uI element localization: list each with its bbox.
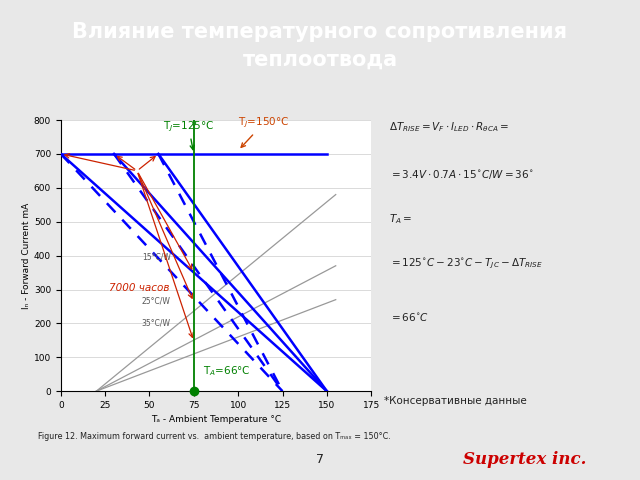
Text: Supertex inc.: Supertex inc.	[463, 451, 586, 468]
Text: T$_J$=125°C: T$_J$=125°C	[163, 119, 214, 150]
X-axis label: Tₐ - Ambient Temperature °C: Tₐ - Ambient Temperature °C	[151, 416, 281, 424]
Text: Figure 12. Maximum forward current vs.  ambient temperature, based on Tₘₐₓ = 150: Figure 12. Maximum forward current vs. a…	[38, 432, 391, 441]
Text: 25°C/W: 25°C/W	[142, 297, 171, 306]
Text: 7: 7	[316, 453, 324, 466]
Text: $= 3.4V \cdot 0.7A \cdot 15^{\circ}C / W = 36^{\circ}$: $= 3.4V \cdot 0.7A \cdot 15^{\circ}C / W…	[389, 168, 533, 181]
Text: 15°C/W: 15°C/W	[142, 253, 171, 262]
Y-axis label: Iₙ - Forward Current mA: Iₙ - Forward Current mA	[22, 203, 31, 309]
Text: $= 66^{\circ}C$: $= 66^{\circ}C$	[389, 311, 429, 323]
Text: *Консервативные данные: *Консервативные данные	[384, 396, 527, 406]
Text: $T_A =$: $T_A =$	[389, 212, 412, 226]
Text: Влияние температурного сопротивления
теплоотвода: Влияние температурного сопротивления теп…	[72, 22, 568, 70]
Text: $\Delta T_{RISE} = V_F \cdot I_{LED} \cdot R_{\theta CA} =$: $\Delta T_{RISE} = V_F \cdot I_{LED} \cd…	[389, 120, 509, 133]
Text: 7000 часов: 7000 часов	[109, 283, 169, 293]
Text: T$_A$=66°C: T$_A$=66°C	[203, 364, 250, 378]
Text: $=125^{\circ}C - 23^{\circ}C - T_{JC} - \Delta T_{RISE}$: $=125^{\circ}C - 23^{\circ}C - T_{JC} - …	[389, 257, 543, 271]
Text: 35°C/W: 35°C/W	[142, 319, 171, 328]
Text: T$_J$=150°C: T$_J$=150°C	[238, 116, 289, 147]
